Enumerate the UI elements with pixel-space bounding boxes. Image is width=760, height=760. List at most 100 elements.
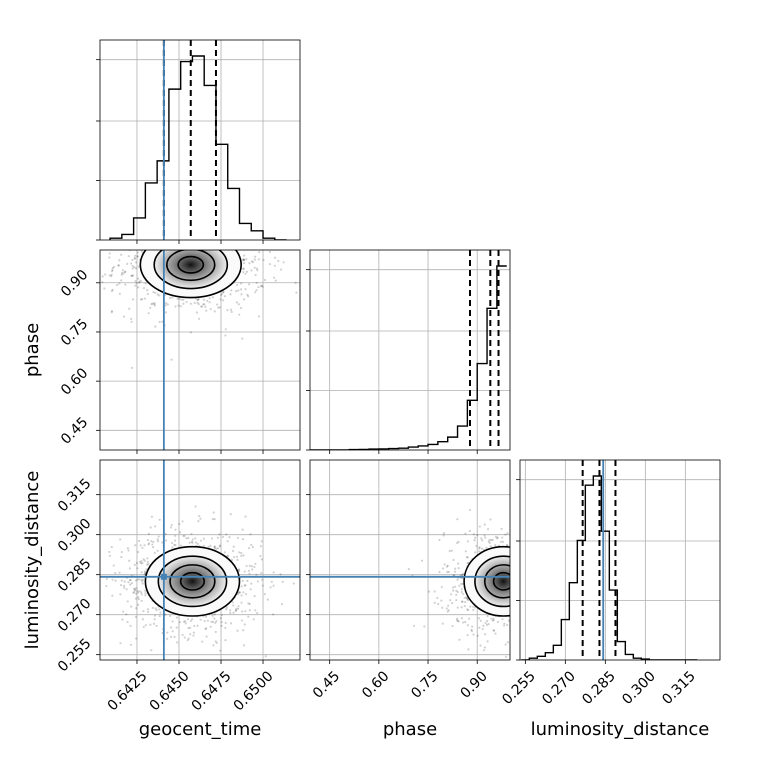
scatter-point bbox=[456, 578, 459, 581]
scatter-point bbox=[213, 545, 216, 548]
scatter-point bbox=[270, 580, 273, 583]
scatter-point bbox=[515, 533, 517, 535]
scatter-point bbox=[131, 366, 134, 369]
scatter-point bbox=[191, 618, 194, 621]
scatter-point bbox=[544, 589, 546, 591]
scatter-point bbox=[157, 227, 159, 229]
scatter-point bbox=[247, 228, 249, 230]
scatter-point bbox=[196, 542, 199, 545]
scatter-point bbox=[187, 229, 189, 231]
scatter-point bbox=[539, 631, 541, 633]
scatter-point bbox=[220, 613, 223, 617]
scatter-point bbox=[103, 287, 106, 290]
scatter-point bbox=[123, 270, 127, 274]
scatter-point bbox=[484, 536, 487, 539]
scatter-point bbox=[194, 505, 197, 508]
scatter-point bbox=[526, 571, 528, 573]
scatter-point bbox=[516, 569, 518, 571]
scatter-point bbox=[559, 595, 561, 597]
scatter-point bbox=[127, 244, 129, 246]
scatter-point bbox=[172, 230, 174, 232]
scatter-point bbox=[531, 570, 533, 572]
scatter-point bbox=[222, 208, 224, 210]
scatter-point bbox=[504, 655, 508, 658]
scatter-point bbox=[466, 634, 469, 637]
scatter-point bbox=[197, 520, 200, 523]
scatter-point bbox=[523, 586, 525, 588]
histogram-luminosity_distance bbox=[521, 475, 698, 660]
scatter-point bbox=[219, 649, 222, 652]
scatter-point bbox=[512, 542, 514, 544]
scatter-point bbox=[204, 615, 208, 619]
scatter-point bbox=[238, 568, 241, 571]
scatter-point bbox=[200, 240, 202, 242]
scatter-point bbox=[242, 591, 245, 594]
scatter-point bbox=[240, 554, 243, 557]
scatter-point bbox=[531, 594, 533, 596]
scatter-point bbox=[194, 541, 198, 544]
scatter-point bbox=[158, 615, 161, 618]
scatter-point bbox=[536, 580, 538, 582]
scatter-point bbox=[535, 622, 537, 624]
x-axis-label-phase: phase bbox=[383, 719, 437, 740]
scatter-point bbox=[199, 517, 202, 520]
y-tick-label: 0.60 bbox=[58, 365, 91, 398]
scatter-point bbox=[261, 285, 264, 288]
scatter-point bbox=[513, 573, 515, 575]
scatter-point bbox=[514, 612, 516, 614]
scatter-point bbox=[532, 591, 534, 593]
scatter-point bbox=[108, 252, 111, 255]
scatter-point bbox=[521, 583, 523, 585]
scatter-point bbox=[511, 603, 513, 605]
scatter-point bbox=[235, 283, 239, 287]
scatter-point bbox=[548, 560, 550, 562]
scatter-point bbox=[130, 247, 132, 249]
scatter-point bbox=[516, 596, 518, 598]
scatter-point bbox=[158, 608, 161, 611]
scatter-point bbox=[441, 567, 445, 570]
scatter-point bbox=[511, 590, 513, 592]
scatter-point bbox=[464, 600, 467, 604]
x-tick-label: 0.6425 bbox=[105, 668, 151, 714]
scatter-point bbox=[523, 575, 525, 577]
scatter-point bbox=[251, 233, 253, 235]
scatter-point bbox=[174, 534, 177, 537]
scatter-point bbox=[544, 574, 546, 576]
scatter-point bbox=[164, 311, 168, 314]
scatter-point bbox=[129, 262, 133, 265]
scatter-point bbox=[218, 545, 222, 548]
scatter-point bbox=[141, 298, 144, 301]
scatter-point bbox=[201, 228, 203, 230]
scatter-point bbox=[211, 229, 213, 231]
scatter-point bbox=[518, 566, 520, 568]
scatter-point bbox=[449, 599, 452, 602]
scatter-point bbox=[528, 575, 530, 577]
scatter-point bbox=[245, 270, 249, 273]
scatter-point bbox=[239, 288, 243, 291]
scatter-point bbox=[208, 301, 211, 304]
scatter-point bbox=[446, 571, 449, 574]
scatter-point bbox=[166, 631, 169, 634]
scatter-point bbox=[193, 624, 196, 628]
x-tick-label: 0.75 bbox=[408, 668, 441, 701]
scatter-point bbox=[169, 228, 171, 230]
scatter-point bbox=[110, 223, 112, 225]
scatter-point bbox=[250, 543, 253, 546]
scatter-point bbox=[549, 588, 551, 590]
scatter-point bbox=[195, 311, 199, 314]
scatter-point bbox=[517, 579, 519, 581]
scatter-point bbox=[252, 618, 255, 621]
scatter-point bbox=[244, 515, 247, 518]
scatter-point bbox=[228, 221, 230, 223]
scatter-point bbox=[164, 241, 166, 243]
scatter-point bbox=[240, 585, 243, 588]
scatter-point bbox=[512, 559, 514, 561]
scatter-point bbox=[183, 636, 186, 639]
scatter-point bbox=[133, 588, 137, 591]
y-tick-label: 0.270 bbox=[55, 596, 95, 636]
scatter-point bbox=[115, 284, 119, 287]
scatter-point bbox=[96, 284, 98, 286]
scatter-point bbox=[189, 619, 193, 623]
scatter-point bbox=[440, 599, 443, 602]
scatter-point bbox=[452, 589, 455, 592]
